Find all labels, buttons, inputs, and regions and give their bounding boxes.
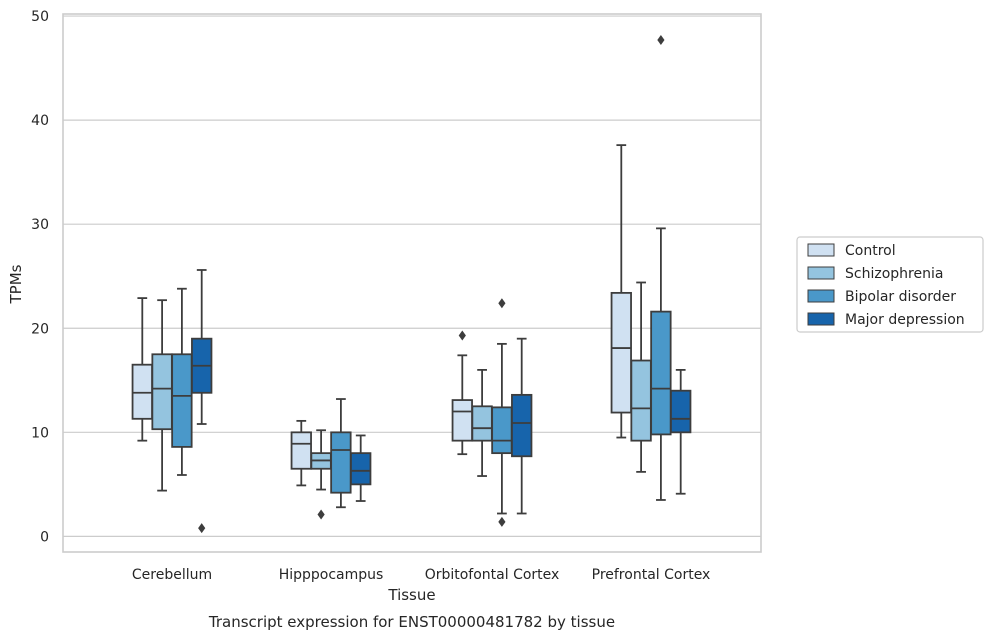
y-tick-labels: 0 10 20 30 40 50: [31, 9, 49, 545]
y-tick-label-30: 30: [31, 217, 49, 233]
box-2-1: [471, 368, 493, 477]
box-body: [670, 389, 692, 434]
box-1-0: [290, 419, 312, 487]
box-body: [471, 405, 493, 442]
box-layer: [131, 35, 692, 534]
legend-label-3: Major depression: [845, 312, 965, 328]
box-2-3: [511, 337, 533, 515]
legend-frame: [796, 236, 984, 333]
outlier-point: [458, 330, 466, 341]
legend-label-1: Schizophrenia: [845, 266, 943, 282]
box-body: [171, 353, 193, 448]
box-3-2: [650, 35, 672, 501]
box-body: [610, 291, 632, 414]
outlier-point: [498, 516, 506, 527]
x-tick-labels: Cerebellum Hipppocampus Orbitofontal Corte…: [132, 567, 710, 583]
outlier-point: [317, 509, 325, 520]
legend-swatch-1: [807, 266, 835, 280]
legend-swatch-3: [807, 312, 835, 326]
box-body: [131, 363, 153, 420]
legend-label-0: Control: [845, 243, 896, 259]
y-axis-label: TPMs: [7, 264, 25, 304]
box-body: [650, 310, 672, 436]
box-body: [350, 452, 372, 486]
plot-border: [62, 13, 762, 553]
chart-caption: Transcript expression for ENST0000048178…: [208, 613, 615, 631]
box-body: [151, 353, 173, 431]
box-1-3: [350, 434, 372, 502]
box-0-3: [191, 269, 213, 534]
box-body: [451, 399, 473, 442]
x-axis-label: Tissue: [387, 586, 435, 604]
box-3-0: [610, 144, 632, 439]
x-tick-label-0: Cerebellum: [132, 567, 212, 583]
box-body: [290, 431, 312, 470]
legend-swatch-2: [807, 289, 835, 303]
legend: Control Schizophrenia Bipolar disorder Majo…: [796, 236, 984, 333]
y-tick-label-0: 0: [40, 529, 49, 545]
box-3-3: [670, 368, 692, 495]
plot-frame: [62, 13, 762, 553]
box-0-2: [171, 287, 193, 476]
outlier-point: [198, 523, 206, 534]
box-body: [511, 393, 533, 458]
outlier-point: [657, 35, 665, 46]
y-tick-label-50: 50: [31, 9, 49, 25]
x-tick-label-2: Orbitofontal Cortex: [425, 567, 560, 583]
x-tick-label-3: Prefrontal Cortex: [592, 567, 711, 583]
box-body: [330, 431, 352, 494]
legend-swatch-0: [807, 243, 835, 257]
y-tick-label-40: 40: [31, 113, 49, 129]
box-2-2: [491, 298, 513, 527]
legend-label-2: Bipolar disorder: [845, 289, 956, 305]
outlier-point: [498, 298, 506, 309]
box-body: [491, 406, 513, 455]
box-body: [630, 359, 652, 442]
y-tick-label-10: 10: [31, 425, 49, 441]
x-tick-label-1: Hipppocampus: [279, 567, 384, 583]
y-tick-label-20: 20: [31, 321, 49, 337]
